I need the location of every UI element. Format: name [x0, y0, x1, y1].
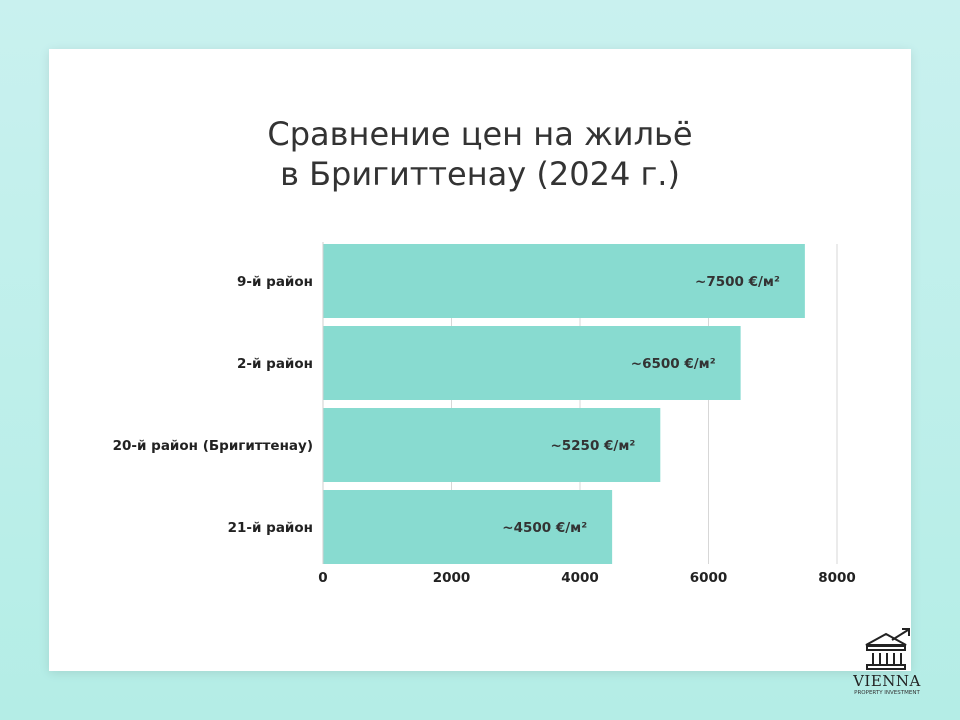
brand-name: VIENNA [853, 672, 921, 690]
category-label-2: 2-й район [237, 356, 313, 372]
building-with-arrow-icon [865, 628, 910, 670]
x-tick-label-6000: 6000 [690, 570, 728, 586]
x-tick-label-2000: 2000 [433, 570, 471, 586]
category-label-3: 20-й район (Бригиттенау) [113, 438, 313, 454]
data-label-4: ~4500 €/м² [502, 520, 587, 536]
data-label-2: ~6500 €/м² [631, 356, 716, 372]
bar-1 [323, 244, 805, 318]
category-label-1: 9-й район [237, 274, 313, 290]
data-label-3: ~5250 €/м² [550, 438, 635, 454]
chart-title: Сравнение цен на жильё в Бригиттенау (20… [49, 114, 911, 194]
data-label-1: ~7500 €/м² [695, 274, 780, 290]
bar-2 [323, 326, 741, 400]
bar-4 [323, 490, 613, 564]
x-tick-label-4000: 4000 [561, 570, 599, 586]
brand-tagline: PROPERTY INVESTMENT [854, 690, 920, 696]
bar-3 [323, 408, 661, 482]
chart-title-line-2: в Бригиттенау (2024 г.) [280, 155, 680, 193]
chart-title-line-1: Сравнение цен на жильё [267, 115, 693, 153]
category-label-4: 21-й район [228, 520, 313, 536]
x-tick-label-8000: 8000 [818, 570, 856, 586]
x-tick-label-0: 0 [318, 570, 327, 586]
